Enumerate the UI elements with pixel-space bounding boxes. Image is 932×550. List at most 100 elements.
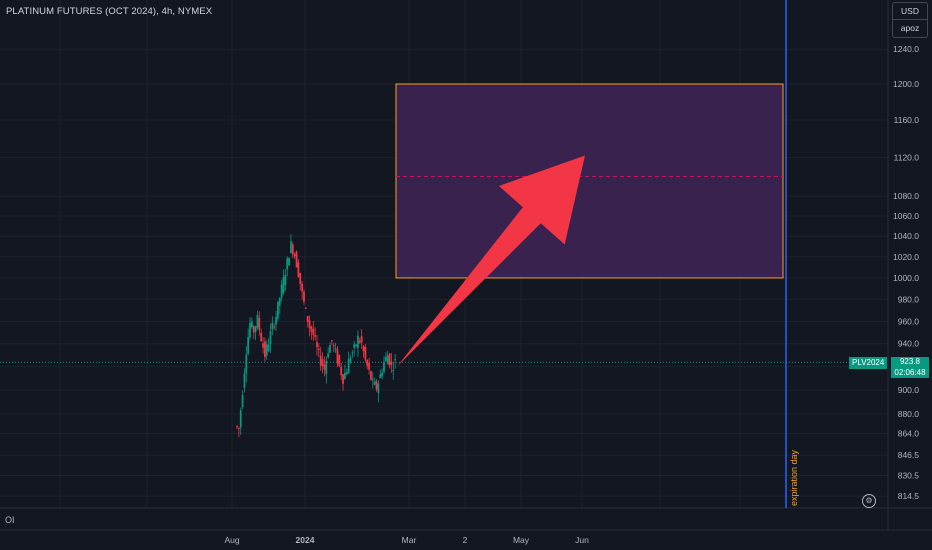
candle-body — [265, 344, 268, 356]
gear-icon[interactable]: ⚙ — [862, 494, 876, 508]
candle-body — [295, 251, 298, 268]
y-tick-label: 960.0 — [898, 316, 920, 326]
y-tick-label: 900.0 — [898, 385, 920, 395]
candle-body — [304, 307, 307, 309]
candle-body — [297, 262, 300, 278]
candle-body — [334, 348, 337, 350]
candle-body — [336, 349, 339, 364]
y-tick-label: 1160.0 — [894, 115, 920, 125]
current-price-box: 923.8 02:06:48 — [891, 357, 929, 378]
unit-label[interactable]: apoz — [900, 23, 920, 33]
chart-title: PLATINUM FUTURES (OCT 2024), 4h, NYMEX — [6, 6, 213, 17]
candle-body — [310, 326, 313, 332]
candle-body — [237, 427, 240, 429]
candle-body — [384, 356, 387, 362]
candle-body — [249, 323, 251, 338]
candle-body — [288, 258, 290, 266]
candle-body — [306, 315, 309, 322]
candle-body — [250, 321, 253, 328]
candle-body — [340, 366, 343, 376]
y-tick-label: 1120.0 — [894, 152, 920, 162]
candle-body — [236, 426, 238, 428]
candle-body — [245, 354, 248, 374]
candle-body — [345, 372, 348, 375]
candle-body — [277, 301, 279, 319]
candle-body — [258, 318, 261, 330]
candle-body — [286, 258, 289, 270]
y-tick-label: 1020.0 — [893, 252, 919, 262]
candle-body — [375, 381, 378, 390]
candle-body — [293, 254, 296, 257]
candle-body — [353, 344, 356, 348]
candle-body — [338, 355, 341, 366]
candle-body — [327, 353, 330, 358]
expiration-label: expiration day — [789, 449, 799, 506]
y-tick-label: 864.0 — [898, 428, 920, 438]
candle-body — [349, 357, 352, 362]
bar-countdown: 02:06:48 — [894, 367, 926, 377]
candle-body — [394, 359, 397, 361]
y-tick-label: 830.5 — [898, 470, 920, 480]
candle-body — [329, 345, 331, 353]
candle-body — [319, 355, 322, 366]
y-tick-label: 980.0 — [898, 294, 920, 304]
candle-body — [388, 353, 391, 366]
candle-body — [360, 336, 363, 343]
x-tick-label: Jun — [575, 535, 589, 545]
candle-body — [325, 360, 328, 375]
candle-body — [316, 342, 318, 348]
candle-body — [379, 374, 382, 379]
y-tick-label: 1080.0 — [893, 191, 919, 201]
candle-body — [392, 370, 395, 372]
candle-body — [370, 371, 372, 380]
candle-body — [332, 345, 335, 347]
currency-label[interactable]: USD — [901, 6, 919, 16]
candle-body — [312, 329, 315, 335]
candle-body — [321, 359, 324, 367]
y-tick-label: 1240.0 — [893, 44, 919, 54]
candle-body — [264, 341, 266, 358]
candle-body — [323, 364, 326, 370]
candle-body — [256, 314, 259, 328]
candle-body — [383, 361, 385, 372]
candle-body — [377, 383, 380, 393]
candle-body — [301, 283, 304, 292]
candle-body — [271, 322, 274, 330]
candle-body — [260, 332, 263, 342]
x-tick-label: 2 — [463, 535, 468, 545]
candle-body — [262, 343, 264, 348]
y-tick-label: 1060.0 — [893, 211, 919, 221]
y-tick-label: 1200.0 — [893, 79, 919, 89]
currency-unit-box[interactable]: USD apoz — [892, 2, 928, 38]
x-tick-label: Aug — [224, 535, 239, 545]
candle-body — [357, 335, 359, 348]
candle-body — [317, 348, 320, 350]
candle-body — [278, 297, 281, 306]
x-tick-label: 2024 — [296, 535, 315, 545]
candle-body — [314, 335, 317, 337]
x-tick-label: Mar — [402, 535, 417, 545]
y-tick-label: 1040.0 — [893, 231, 919, 241]
candle-body — [254, 326, 257, 332]
candle-body — [252, 326, 255, 333]
candle-body — [371, 379, 374, 381]
candle-body — [303, 291, 305, 302]
candle-body — [273, 326, 276, 328]
candle-body — [330, 340, 333, 342]
y-tick-label: 846.5 — [898, 450, 920, 460]
candle-body — [390, 361, 393, 365]
x-tick-label: May — [513, 535, 530, 545]
target-arrow — [397, 155, 585, 367]
candle-body — [241, 395, 244, 408]
candle-body — [342, 374, 344, 384]
y-tick-label: 814.5 — [898, 491, 920, 501]
oi-indicator-label[interactable]: OI — [5, 515, 15, 525]
candle-body — [373, 381, 376, 385]
candle-body — [368, 362, 370, 370]
candle-body — [364, 347, 367, 360]
candle-body — [267, 344, 270, 351]
y-tick-label: 880.0 — [898, 409, 920, 419]
current-price-value: 923.8 — [899, 357, 921, 366]
candle-body — [351, 352, 354, 354]
